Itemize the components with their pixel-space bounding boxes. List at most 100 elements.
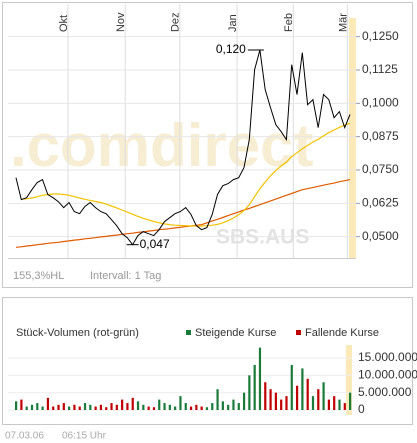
bar [94, 406, 97, 410]
y-tick-label: 0,0875 [362, 129, 399, 143]
annotation: 0,047 [140, 237, 170, 251]
bar [115, 404, 118, 410]
annotation: 0,120 [216, 42, 246, 56]
bar [216, 389, 219, 410]
y-tick-label: 0,0625 [362, 196, 399, 210]
note: Intervall: 1 Tag [90, 270, 161, 282]
x-tick-label: Jan [227, 14, 239, 32]
bar [306, 378, 309, 410]
x-tick-label: Okt [58, 15, 70, 32]
y-tick-label: 15.000.000 [358, 350, 417, 364]
bar [248, 375, 251, 410]
bar [211, 403, 214, 410]
y-tick-label: 10.000.000 [358, 368, 417, 382]
bar [322, 382, 325, 410]
bar [269, 389, 272, 410]
bar [338, 399, 341, 410]
bar [131, 397, 134, 410]
x-tick-label: Nov [115, 12, 127, 32]
bar [25, 406, 28, 410]
x-tick-label: Dez [170, 12, 182, 32]
footer-date: 07.03.06 [5, 431, 44, 442]
y-tick-label: 0,1000 [362, 96, 399, 110]
bar [221, 401, 224, 410]
y-tick-label: 0,0500 [362, 229, 399, 243]
bar [200, 406, 203, 410]
current-day-band [349, 18, 356, 258]
bar [105, 407, 108, 410]
bar [41, 406, 44, 410]
bar [317, 389, 320, 410]
series-line [15, 49, 351, 246]
bar [126, 403, 129, 410]
current-day-band [346, 345, 352, 415]
bar [68, 406, 71, 410]
bar [189, 406, 193, 410]
y-tick-label: 0,1125 [362, 62, 398, 76]
series-line [15, 179, 351, 248]
bar [205, 407, 209, 410]
bar [274, 392, 277, 410]
bar [136, 401, 140, 410]
bar [57, 404, 60, 410]
bar [232, 399, 235, 410]
bar [62, 403, 65, 410]
bar [253, 364, 256, 410]
bar [290, 364, 293, 410]
bar [333, 396, 336, 410]
bar [295, 385, 299, 410]
bar [227, 404, 230, 410]
bar [20, 399, 23, 410]
bar [163, 403, 166, 410]
bar [195, 404, 198, 410]
y-tick-label: 0,0750 [362, 162, 399, 176]
bar [242, 392, 246, 410]
bar [237, 403, 240, 410]
bar [52, 406, 55, 410]
bar [89, 404, 92, 410]
y-tick-label: 0 [358, 402, 365, 416]
bar [152, 407, 156, 410]
bar [343, 403, 346, 410]
bar [280, 399, 283, 410]
bar [73, 404, 76, 410]
bar [147, 406, 150, 410]
note: 155,3%HL [13, 270, 64, 282]
bar [15, 401, 18, 410]
price-panel [2, 2, 413, 288]
x-tick-label: Feb [283, 13, 295, 32]
bar [142, 404, 145, 410]
x-tick-label: Mär [337, 13, 349, 32]
bar [258, 347, 262, 410]
bar [46, 397, 50, 410]
bar [311, 396, 315, 410]
bar [78, 406, 81, 410]
bar [158, 399, 161, 410]
legend-label: Fallende Kurse [305, 327, 379, 339]
bar [285, 396, 288, 410]
bar [36, 403, 39, 410]
bar [349, 392, 352, 410]
bar [327, 399, 330, 410]
bar [179, 396, 182, 410]
series-line [21, 122, 351, 227]
legend-swatch [186, 330, 191, 335]
bar [110, 403, 113, 410]
bar [99, 404, 103, 410]
y-tick-label: 5.000.000 [358, 385, 412, 399]
volume-title: Stück-Volumen (rot-grün) [16, 327, 139, 339]
y-tick-label: 0,1250 [362, 29, 399, 43]
bar [121, 399, 124, 410]
bar [264, 382, 267, 410]
bar [83, 403, 87, 410]
legend-label: Steigende Kurse [195, 327, 276, 339]
footer-time: 06:15 Uhr [62, 431, 107, 442]
watermark: .comdirect [10, 112, 313, 179]
legend-swatch [296, 330, 301, 335]
bar [184, 403, 187, 410]
bar [30, 404, 34, 410]
bar [301, 368, 304, 410]
bar [174, 406, 177, 410]
